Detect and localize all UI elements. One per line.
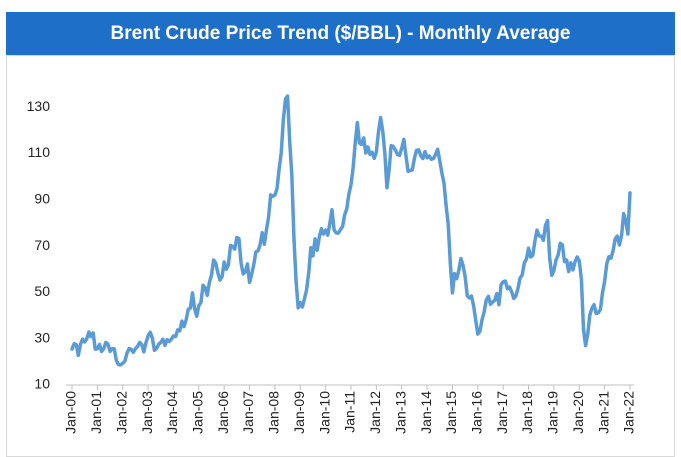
- x-tick-label: Jan-03: [139, 391, 155, 434]
- x-tick-label: Jan-01: [88, 391, 104, 434]
- x-tick-label: Jan-19: [545, 391, 561, 434]
- x-tick-label: Jan-04: [164, 391, 180, 434]
- y-tick-label: 70: [34, 237, 50, 253]
- x-tick-label: Jan-07: [240, 391, 256, 434]
- x-tick-label: Jan-12: [367, 391, 383, 434]
- y-tick-label: 90: [34, 190, 50, 206]
- x-tick-label: Jan-20: [570, 391, 586, 434]
- x-tick-label: Jan-00: [63, 391, 79, 434]
- x-tick-label: Jan-14: [418, 391, 434, 434]
- x-tick-label: Jan-17: [494, 391, 510, 434]
- line: [70, 94, 632, 367]
- x-tick-label: Jan-15: [443, 391, 459, 434]
- x-tick-label: Jan-05: [190, 391, 206, 434]
- x-tick-label: Jan-18: [519, 391, 535, 434]
- x-tick-label: Jan-11: [342, 391, 358, 433]
- y-tick-label: 50: [34, 283, 50, 299]
- x-tick-label: Jan-16: [469, 391, 485, 434]
- x-tick-label: Jan-08: [266, 391, 282, 434]
- y-tick-label: 110: [28, 144, 51, 160]
- chart-title: Brent Crude Price Trend ($/BBL) - Monthl…: [6, 12, 675, 55]
- y-tick-label: 30: [34, 329, 50, 345]
- y-tick-label: 10: [34, 376, 50, 392]
- x-tick-label: Jan-13: [392, 391, 408, 434]
- x-tick-label: Jan-22: [621, 391, 637, 434]
- x-tick-label: Jan-02: [113, 391, 129, 434]
- x-tick-label: Jan-06: [215, 391, 231, 434]
- x-tick-label: Jan-10: [316, 391, 332, 434]
- y-tick-label: 130: [27, 98, 51, 114]
- x-tick-label: Jan-21: [595, 391, 611, 434]
- x-tick-label: Jan-09: [291, 391, 307, 434]
